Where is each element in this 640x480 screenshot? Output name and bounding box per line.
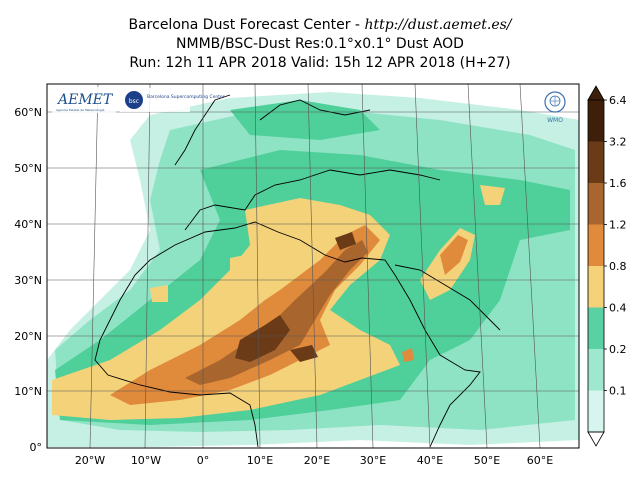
- bsc-logo-mark: bsc: [129, 98, 139, 105]
- colorbar-segment: [588, 349, 604, 391]
- colorbar-extend-top: [587, 85, 605, 101]
- colorbar-label: 0.4: [609, 302, 627, 315]
- colorbar: 6.4 3.2 1.6 1.2 0.8 0.4 0.2 0.1: [587, 85, 627, 447]
- lon-label: 0°: [197, 454, 210, 467]
- title-prefix: Barcelona Dust Forecast Center -: [128, 17, 365, 33]
- aemet-logo: AEMET Agencia Estatal de Meteorología: [52, 87, 116, 113]
- colorbar-segment: [588, 390, 604, 432]
- colorbar-label: 0.1: [609, 385, 627, 398]
- lat-label: 40°N: [14, 218, 42, 231]
- colorbar-label: 0.2: [609, 343, 627, 356]
- colorbar-label: 3.2: [609, 136, 627, 149]
- aemet-logo-text: AEMET: [56, 92, 114, 108]
- lon-label: 60°E: [527, 454, 553, 467]
- title-line-2: NMMB/BSC-Dust Res:0.1°x0.1° Dust AOD: [176, 36, 464, 52]
- lon-label: 20°W: [75, 454, 105, 467]
- lon-label: 30°E: [360, 454, 386, 467]
- title-url: http://dust.aemet.es/: [364, 17, 512, 33]
- colorbar-segment: [588, 100, 604, 142]
- colorbar-segment: [588, 183, 604, 225]
- lat-label: 50°N: [14, 162, 42, 175]
- lon-label: 20°E: [304, 454, 330, 467]
- lat-label: 30°N: [14, 274, 42, 287]
- bsc-logo-text: Barcelona Supercomputing Center: [147, 94, 225, 100]
- wmo-logo-text: WMO: [547, 117, 563, 124]
- colorbar-segment: [588, 224, 604, 266]
- colorbar-label: 6.4: [609, 94, 627, 107]
- lat-label: 10°N: [14, 385, 42, 398]
- longitude-labels: 20°W 10°W 0° 10°E 20°E 30°E 40°E 50°E 60…: [75, 454, 553, 467]
- map-frame: [46, 83, 580, 449]
- bsc-logo: bsc Barcelona Supercomputing Center: [120, 88, 225, 112]
- coastlines: [94, 94, 501, 448]
- lon-label: 10°W: [131, 454, 161, 467]
- colorbar-segment: [588, 141, 604, 183]
- aemet-logo-subtitle: Agencia Estatal de Meteorología: [56, 108, 105, 112]
- lat-label: 20°N: [14, 330, 42, 343]
- lon-label: 40°E: [417, 454, 443, 467]
- colorbar-extend-bottom: [587, 431, 605, 447]
- latitude-labels: 60°N 50°N 40°N 30°N 20°N 10°N 0°: [14, 106, 42, 454]
- colorbar-segment: [588, 266, 604, 308]
- lon-label: 10°E: [247, 454, 273, 467]
- colorbar-label: 1.2: [609, 219, 627, 232]
- lat-label: 0°: [30, 441, 43, 454]
- lat-label: 60°N: [14, 106, 42, 119]
- title-line-1: Barcelona Dust Forecast Center - http://…: [0, 16, 640, 34]
- colorbar-segment: [588, 307, 604, 349]
- graticule: [47, 84, 579, 448]
- lon-label: 50°E: [474, 454, 500, 467]
- wmo-logo: WMO: [544, 91, 566, 124]
- colorbar-label: 1.6: [609, 177, 627, 190]
- title-line-3: Run: 12h 11 APR 2018 Valid: 15h 12 APR 2…: [129, 55, 511, 71]
- colorbar-label: 0.8: [609, 260, 627, 273]
